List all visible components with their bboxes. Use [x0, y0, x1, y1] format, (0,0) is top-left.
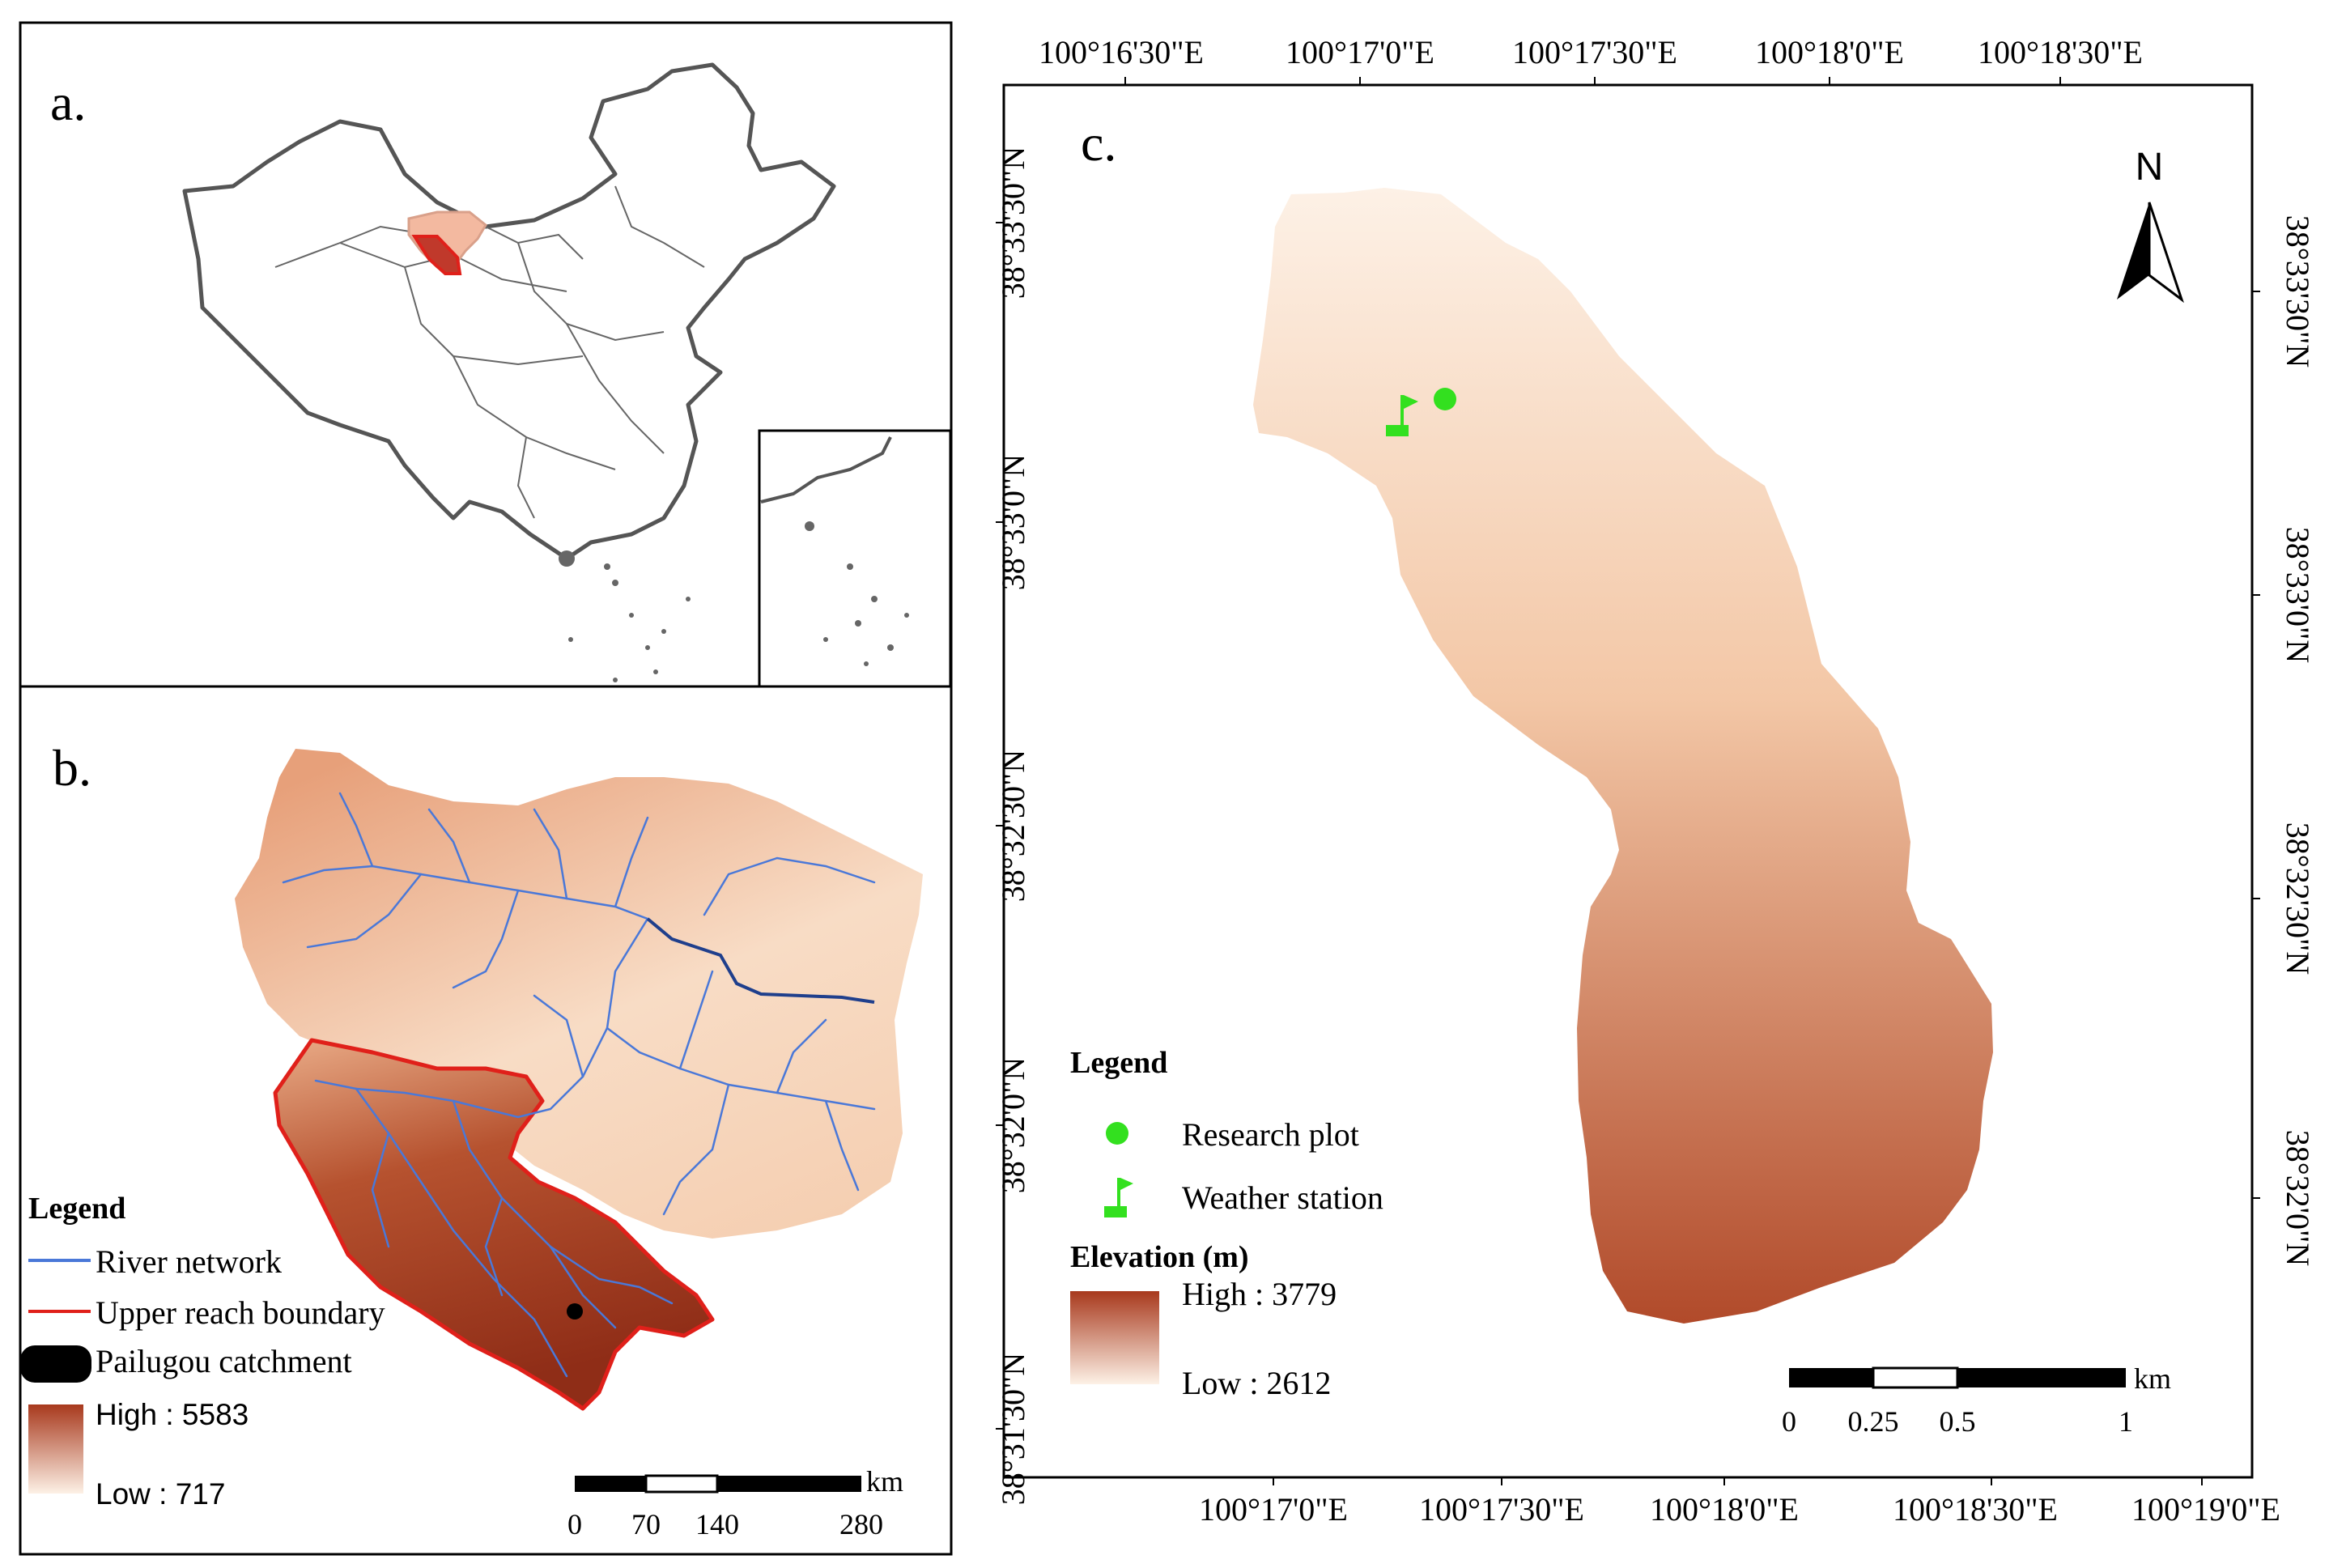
panel-c-label: c. [1081, 114, 1116, 172]
elevation-legend-title: Elevation (m) [1070, 1240, 1249, 1274]
south-sea-inset [758, 429, 952, 688]
panel-b-legend-title: Legend [28, 1192, 125, 1226]
right-axis-label-0: 38°33'30"N [2280, 215, 2316, 368]
scale-c-tick-2: 0.5 [1940, 1405, 1976, 1438]
north-arrow: N [2117, 146, 2184, 304]
panel-c-scale-bar: km 0 0.25 0.5 1 [1782, 1362, 2171, 1438]
province-lines [274, 185, 705, 519]
top-axis-label-4: 100°18'30"E [1978, 34, 2143, 70]
panel-b-label: b. [53, 739, 91, 797]
panel-c-legend: Legend Research plot Weather station Ele… [1070, 1046, 1383, 1401]
panel-a: a. [19, 21, 953, 688]
weather-station-marker [1386, 395, 1418, 436]
scale-c-tick-1: 0.25 [1848, 1405, 1899, 1438]
right-axis-labels: 38°33'30"N 38°33'0"N 38°32'30"N 38°32'0"… [2280, 215, 2316, 1266]
catchment-legend-label: Pailugou catchment [96, 1343, 352, 1379]
left-axis-label-1: 38°33'0"N [995, 454, 1031, 590]
bottom-axis-labels: 100°17'0"E 100°17'30"E 100°18'0"E 100°18… [1199, 1491, 2280, 1528]
research-plot-legend-icon [1106, 1122, 1128, 1145]
bottom-axis-label-2: 100°18'0"E [1650, 1491, 1799, 1528]
graticule-ticks [996, 77, 2260, 1485]
research-plot-legend-label: Research plot [1182, 1116, 1359, 1153]
top-axis-label-1: 100°17'0"E [1286, 34, 1434, 70]
river-network [282, 792, 876, 1378]
china-outline [182, 62, 836, 561]
scale-b-tick-1: 70 [631, 1508, 661, 1540]
top-axis-label-2: 100°17'30"E [1512, 34, 1677, 70]
dem-high-c: High : 3779 [1182, 1276, 1337, 1312]
top-axis-label-3: 100°18'0"E [1755, 34, 1904, 70]
bottom-axis-label-1: 100°17'30"E [1419, 1491, 1584, 1528]
right-axis-label-2: 38°32'30"N [2280, 822, 2316, 975]
research-plot-marker [1434, 388, 1456, 410]
scale-c-tick-3: 1 [2119, 1405, 2133, 1438]
right-axis-label-1: 38°33'0"N [2280, 527, 2316, 663]
right-axis-label-3: 38°32'0"N [2280, 1130, 2316, 1266]
river-legend-label: River network [96, 1243, 282, 1280]
main-river [646, 917, 875, 1004]
catchment-legend-swatch [20, 1345, 91, 1383]
bottom-axis-label-4: 100°19'0"E [2131, 1491, 2280, 1528]
sea-islands [559, 550, 691, 682]
scale-b-tick-0: 0 [567, 1508, 582, 1540]
left-axis-label-0: 38°33'30"N [995, 147, 1031, 299]
pailugou-catchment-marker [567, 1303, 583, 1319]
panel-b-scale-bar: km 0 70 140 280 [567, 1465, 903, 1540]
upper-reach-overview [411, 235, 462, 275]
scale-b-tick-2: 140 [695, 1508, 739, 1540]
panel-b: b. [19, 685, 953, 1556]
boundary-legend-label: Upper reach boundary [96, 1294, 385, 1331]
left-axis-labels: 38°33'30"N 38°33'0"N 38°32'30"N 38°32'0"… [995, 147, 1031, 1505]
dem-high-b: High : 5583 [96, 1398, 249, 1431]
inset-coast [760, 436, 892, 504]
left-axis-label-2: 38°32'30"N [995, 750, 1031, 902]
left-axis-label-3: 38°32'0"N [995, 1057, 1031, 1193]
top-axis-label-0: 100°16'30"E [1039, 34, 1204, 70]
dem-ramp-c [1070, 1291, 1159, 1384]
scale-c-tick-0: 0 [1782, 1405, 1796, 1438]
scale-c-unit: km [2134, 1362, 2171, 1395]
dem-low-b: Low : 717 [96, 1477, 225, 1511]
panel-b-legend: Legend River network Upper reach boundar… [20, 1192, 385, 1511]
panel-c: c. N Legend Research plot Weather [995, 34, 2316, 1528]
panel-a-label: a. [50, 74, 86, 131]
panel-c-legend-title: Legend [1070, 1046, 1167, 1080]
left-axis-label-4: 38°31'30"N [995, 1353, 1031, 1505]
bottom-axis-label-3: 100°18'30"E [1893, 1491, 2058, 1528]
dem-ramp-b [28, 1404, 83, 1494]
north-label: N [2136, 146, 2164, 189]
dem-low-c: Low : 2612 [1182, 1365, 1331, 1401]
scale-b-unit: km [866, 1465, 903, 1498]
inset-islands [805, 521, 909, 666]
top-axis-labels: 100°16'30"E 100°17'0"E 100°17'30"E 100°1… [1039, 34, 2143, 70]
catchment-dem [1253, 188, 1993, 1324]
upper-reach-boundary [273, 1038, 715, 1411]
weather-station-legend-icon [1104, 1178, 1133, 1217]
bottom-axis-label-0: 100°17'0"E [1199, 1491, 1348, 1528]
scale-b-tick-3: 280 [839, 1508, 883, 1540]
weather-station-legend-label: Weather station [1182, 1179, 1383, 1216]
